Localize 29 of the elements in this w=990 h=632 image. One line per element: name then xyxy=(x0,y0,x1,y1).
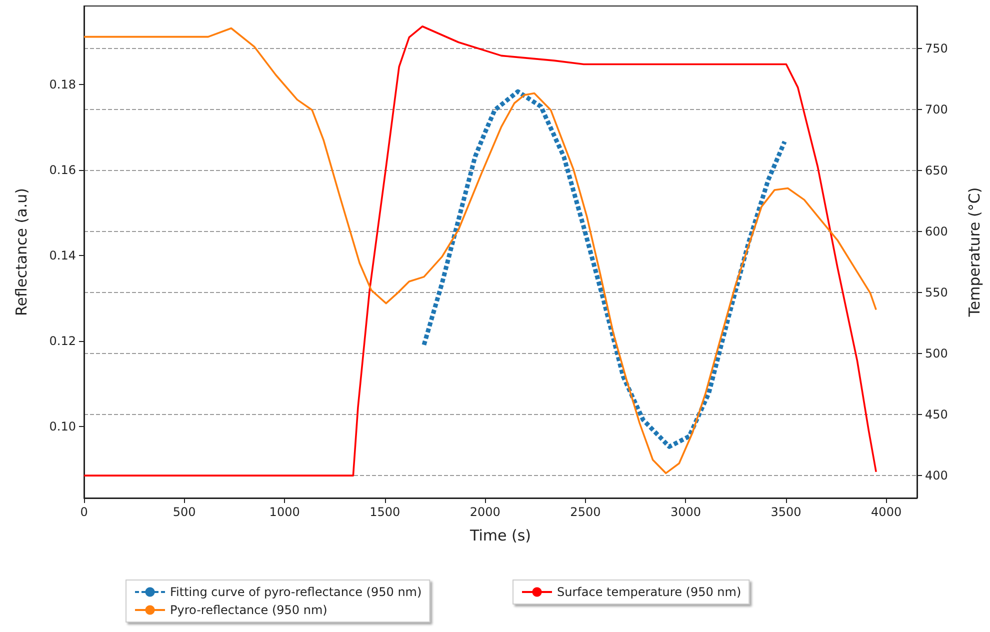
y2-tick-label: 500 xyxy=(925,346,948,360)
y-tick-label: 0.14 xyxy=(49,248,76,262)
y-axis-title: Reflectance (a.u) xyxy=(12,188,30,316)
x-tick-label: 4000 xyxy=(871,505,902,519)
legend-label: Fitting curve of pyro-reflectance (950 nm) xyxy=(170,585,422,599)
x-axis-title: Time (s) xyxy=(469,526,531,544)
x-tick-label: 2500 xyxy=(570,505,601,519)
y2-tick-label: 700 xyxy=(925,102,948,116)
y2-tick-label: 450 xyxy=(925,408,948,422)
legend-label: Pyro-reflectance (950 nm) xyxy=(170,603,328,617)
y2-tick-label: 550 xyxy=(925,285,948,300)
y-tick-label: 0.16 xyxy=(49,162,76,177)
x-tick-label: 2000 xyxy=(470,505,500,519)
y-tick-label: 0.10 xyxy=(49,420,76,434)
y-tick-label: 0.12 xyxy=(49,334,76,348)
x-tick-label: 1500 xyxy=(370,505,400,519)
y-tick-label: 0.18 xyxy=(49,77,76,92)
x-tick-label: 3000 xyxy=(670,505,702,519)
y2-tick-label: 400 xyxy=(925,468,948,483)
y2-tick-label: 650 xyxy=(925,163,948,178)
y2-tick-label: 750 xyxy=(925,41,948,56)
x-tick-label: 500 xyxy=(172,505,196,519)
x-tick-label: 0 xyxy=(80,505,88,519)
x-tick-label: 3500 xyxy=(770,505,802,519)
line-series xyxy=(422,89,787,449)
x-tick-label: 1000 xyxy=(269,505,300,519)
legend-label: Surface temperature (950 nm) xyxy=(557,585,742,599)
y2-tick-label: 600 xyxy=(925,224,948,238)
y2-axis-title: Temperature (°C) xyxy=(966,187,984,318)
